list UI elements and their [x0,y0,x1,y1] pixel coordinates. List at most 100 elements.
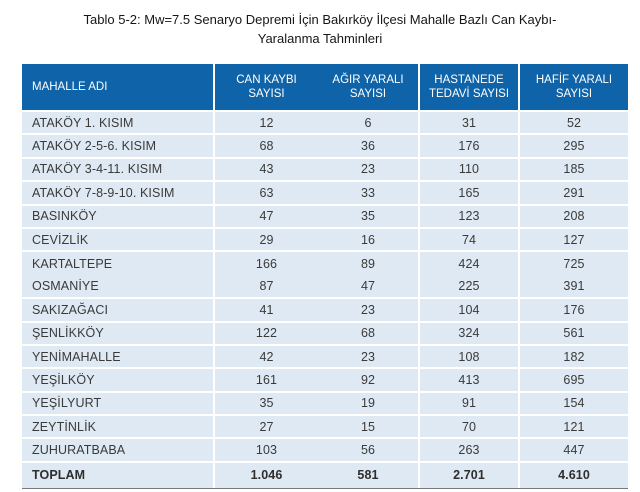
table-row: ATAKÖY 1. KISIM 12 6 31 52 [22,112,628,136]
neighborhood-name: ATAKÖY 7-8-9-10. KISIM [22,182,215,204]
table-row: YEŞİLYURT 35 19 91 154 [22,392,628,417]
value-cell: 725 [563,257,585,272]
value-cell: 19 [318,392,420,415]
neighborhood-name: YEŞİLYURT [22,392,215,415]
table-row: ZUHURATBABA 103 56 263 447 [22,439,628,463]
neighborhood-name: ATAKÖY 1. KISIM [22,112,215,134]
value-cell: 15 [318,416,420,438]
value-cell: 70 [420,416,520,438]
value-cell: 91 [420,392,520,415]
table-row: KARTALTEPE 166 89 424 725 [22,252,628,276]
value-cell: 89 [318,252,420,276]
value-cell: 295 [563,139,585,154]
casualty-table: MAHALLE ADI CAN KAYBI SAYISI AĞIR YARALI… [22,64,628,489]
total-value-hastanede-tedavi: 2.701 [420,462,520,488]
table-row: OSMANİYE 87 47 225 391 [22,275,628,300]
value-cell: 74 [420,228,520,251]
table-row: ŞENLİKKÖY 122 68 324 561 [22,322,628,346]
value-cell: 127 [563,232,585,247]
value-cell: 29 [259,232,274,247]
value-cell: 68 [318,322,420,344]
column-header-hastanede-tedavi: HASTANEDE TEDAVİ SAYISI [420,64,520,110]
value-cell: 41 [259,302,274,317]
table-row: BASINKÖY 47 35 123 208 [22,205,628,229]
value-cell: 56 [318,439,420,461]
value-cell: 413 [420,369,520,391]
value-cell: 27 [259,419,274,434]
value-cell: 695 [563,372,585,387]
neighborhood-name: ŞENLİKKÖY [22,322,215,344]
value-cell: 154 [563,396,585,411]
value-cell: 110 [420,158,520,181]
value-cell: 23 [318,345,420,368]
value-cell: 225 [420,275,520,298]
value-cell: 35 [318,205,420,227]
value-cell: 12 [259,115,274,130]
table-row: CEVİZLİK 29 16 74 127 [22,228,628,253]
total-row: TOPLAM 1.046 581 2.701 4.610 [22,462,628,489]
value-cell: 166 [255,257,278,272]
total-value-agir-yarali: 581 [318,462,420,488]
value-cell: 447 [563,443,585,458]
value-cell: 185 [563,162,585,177]
table-row: YENİMAHALLE 42 23 108 182 [22,345,628,370]
neighborhood-name: ZEYTİNLİK [22,416,215,438]
neighborhood-name: ZUHURATBABA [22,439,215,461]
value-cell: 63 [259,185,274,200]
table-title-line2: Yaralanma Tahminleri [257,30,383,46]
neighborhood-name: OSMANİYE [22,275,215,298]
value-cell: 42 [259,349,274,364]
column-header-mahalle-adi: MAHALLE ADI [22,64,215,110]
value-cell: 123 [420,205,520,227]
column-header-agir-yarali: AĞIR YARALI SAYISI [318,64,420,110]
value-cell: 31 [420,112,520,134]
column-header-can-kaybi: CAN KAYBI SAYISI [236,74,297,100]
value-cell: 176 [563,302,585,317]
value-cell: 87 [259,279,274,294]
value-cell: 6 [318,112,420,134]
value-cell: 263 [420,439,520,461]
table-title-line1: Tablo 5-2: Mw=7.5 Senaryo Depremi İçin B… [83,12,557,27]
value-cell: 35 [259,396,274,411]
table-row: ATAKÖY 7-8-9-10. KISIM 63 33 165 291 [22,182,628,206]
value-cell: 103 [255,443,278,458]
value-cell: 121 [563,419,585,434]
value-cell: 161 [255,372,278,387]
column-header-hafif-yarali: HAFİF YARALI SAYISI [535,74,613,100]
table-row: ATAKÖY 2-5-6. KISIM 68 36 176 295 [22,135,628,159]
table-header-row: MAHALLE ADI CAN KAYBI SAYISI AĞIR YARALI… [22,64,628,112]
value-cell: 92 [318,369,420,391]
value-cell: 391 [563,279,585,294]
neighborhood-name: KARTALTEPE [22,252,215,276]
value-cell: 47 [318,275,420,298]
value-cell: 33 [318,182,420,204]
value-cell: 424 [420,252,520,276]
value-cell: 36 [318,135,420,157]
value-cell: 182 [563,349,585,364]
value-cell: 104 [420,299,520,321]
value-cell: 68 [259,139,274,154]
value-cell: 291 [563,185,585,200]
table-title: Tablo 5-2: Mw=7.5 Senaryo Depremi İçin B… [0,11,640,48]
neighborhood-name: YEŞİLKÖY [22,369,215,391]
table-row: ZEYTİNLİK 27 15 70 121 [22,416,628,440]
neighborhood-name: YENİMAHALLE [22,345,215,368]
total-label: TOPLAM [22,462,215,488]
value-cell: 108 [420,345,520,368]
value-cell: 23 [318,158,420,181]
neighborhood-name: BASINKÖY [22,205,215,227]
value-cell: 47 [259,209,274,224]
table-row: ATAKÖY 3-4-11. KISIM 43 23 110 185 [22,158,628,183]
value-cell: 165 [420,182,520,204]
value-cell: 176 [420,135,520,157]
value-cell: 208 [563,209,585,224]
table-body: ATAKÖY 1. KISIM 12 6 31 52 ATAKÖY 2-5-6. KISI… [22,112,628,463]
table-row: YEŞİLKÖY 161 92 413 695 [22,369,628,393]
neighborhood-name: SAKIZAĞACI [22,299,215,321]
value-cell: 43 [259,162,274,177]
table-row: SAKIZAĞACI 41 23 104 176 [22,299,628,323]
value-cell: 16 [318,228,420,251]
neighborhood-name: ATAKÖY 2-5-6. KISIM [22,135,215,157]
neighborhood-name: ATAKÖY 3-4-11. KISIM [22,158,215,181]
neighborhood-name: CEVİZLİK [22,228,215,251]
